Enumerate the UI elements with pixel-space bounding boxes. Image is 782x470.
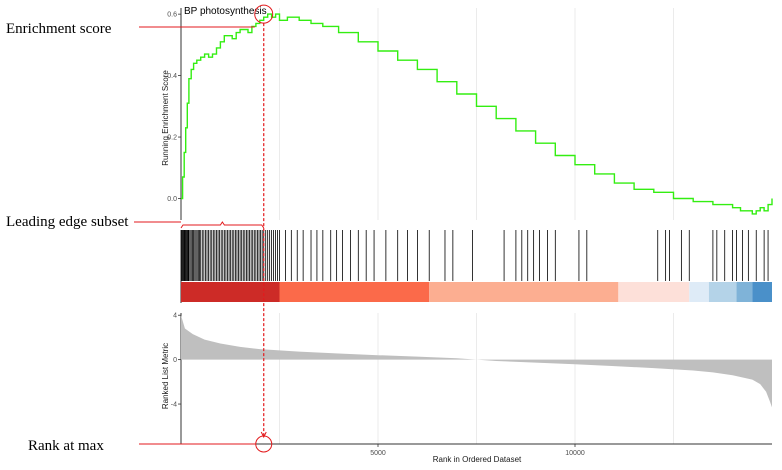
- running-enrichment-panel: 0.0 0.2 0.4 0.6: [167, 8, 773, 220]
- es-axis-label: Running Enrichment Score: [161, 70, 170, 166]
- rank-heat-segment-1: [279, 282, 430, 302]
- rank-at-max-arrowhead: [260, 431, 267, 439]
- plot-title: BP photosynthesis: [184, 6, 267, 17]
- enrichment-score-annotation: Enrichment score: [6, 21, 112, 37]
- es-y-tick-label-1: 0.2: [167, 135, 177, 142]
- leading-edge-bracket: [180, 221, 265, 229]
- es-y-tick-label-3: 0.6: [167, 12, 177, 19]
- x-axis: 5000 10000: [181, 443, 772, 457]
- leading-edge-annotation: Leading edge subset: [6, 214, 129, 230]
- rank-heat-segment-2: [429, 282, 619, 302]
- rank-at-max-annotation: Rank at max: [28, 438, 104, 454]
- gridlines: [279, 8, 674, 444]
- rank-heat-segment-7: [752, 282, 772, 302]
- rank-heat-segment-5: [708, 282, 737, 302]
- metric-y-tick-label-0: 4: [173, 313, 177, 320]
- metric-y-tick-label-2: -4: [171, 402, 177, 409]
- metric-y-tick-label-1: 0: [173, 357, 177, 364]
- rank-heat-segment-4: [689, 282, 709, 302]
- ranked-metric-area: [181, 315, 772, 408]
- es-y-tick-label-2: 0.4: [167, 73, 177, 80]
- rank-heat-segment-3: [618, 282, 690, 302]
- x-axis-label: Rank in Ordered Dataset: [433, 455, 522, 464]
- rank-heat-segment-6: [736, 282, 753, 302]
- gene-hits-panel: [180, 230, 772, 303]
- x-tick-label-0: 5000: [370, 450, 386, 457]
- metric-axis-label: Ranked List Metric: [161, 343, 170, 409]
- es-y-tick-label-0: 0.0: [167, 196, 177, 203]
- x-tick-label-1: 10000: [565, 450, 585, 457]
- annotations: [134, 4, 274, 453]
- ranked-metric-panel: 4 0 -4: [171, 313, 772, 444]
- rank-heat-segment-0: [181, 282, 280, 302]
- es-curve-line: [181, 13, 773, 215]
